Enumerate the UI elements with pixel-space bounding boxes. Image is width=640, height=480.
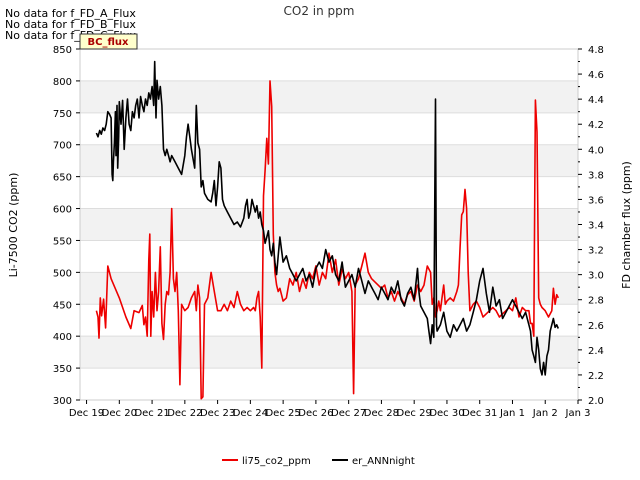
band [80, 80, 578, 113]
legend-label-li75: li75_co2_ppm [242, 456, 311, 467]
x-tick-label: Jan 3 [565, 408, 591, 419]
y-tick-label: 450 [53, 300, 72, 311]
x-tick-label: Dec 21 [134, 408, 169, 419]
y2-tick-label: 2.6 [588, 321, 604, 332]
left-axis: 300 350 400 450 500 550 600 650 700 750 800 850 [53, 45, 80, 407]
annotation-b: No data for f_FD_B_Flux [5, 18, 136, 31]
x-tick-label: Dec 19 [69, 408, 104, 419]
y-tick-label: 500 [53, 268, 72, 279]
x-tick-label: Dec 20 [102, 408, 137, 419]
x-tick-label: Dec 27 [331, 408, 366, 419]
band [80, 368, 578, 400]
x-tick-label: Dec 23 [200, 408, 235, 419]
y-axis-label: Li-7500 CO2 (ppm) [7, 173, 20, 278]
y-tick-label: 750 [53, 109, 72, 120]
y2-tick-label: 2.4 [588, 346, 604, 357]
x-tick-label: Dec 22 [167, 408, 202, 419]
y2-tick-label: 3.6 [588, 195, 604, 206]
legend: li75_co2_ppm er_ANNnight [222, 456, 415, 467]
y2-tick-label: 4.6 [588, 70, 604, 81]
y2-tick-label: 3.8 [588, 170, 604, 181]
y2-tick-label: 2.0 [588, 396, 604, 407]
series-layer [95, 60, 560, 400]
y2-tick-label: 3.4 [588, 221, 604, 232]
band [80, 144, 578, 177]
annotation-a: No data for f_FD_A_Flux [5, 7, 136, 20]
x-tick-label: Dec 26 [298, 408, 333, 419]
y-tick-label: 350 [53, 364, 72, 375]
y-tick-label: 850 [53, 45, 72, 56]
band [80, 208, 578, 241]
y-tick-label: 800 [53, 77, 72, 88]
x-tick-label: Dec 24 [233, 408, 268, 419]
series-line-er-annnight [95, 60, 560, 376]
y2-axis-label: FD chamber flux (ppm) [620, 161, 633, 289]
y-tick-label: 300 [53, 396, 72, 407]
y-tick-label: 650 [53, 173, 72, 184]
x-tick-label: Jan 1 [499, 408, 525, 419]
y-tick-label: 700 [53, 141, 72, 152]
y2-tick-label: 4.0 [588, 145, 604, 156]
background-bands [80, 49, 578, 400]
right-axis: 2.0 2.2 2.4 2.6 2.8 3.0 3.2 3.4 3.6 3.8 4.0 4.2 4.4 4… [578, 45, 604, 407]
x-tick-label: Dec 25 [265, 408, 300, 419]
band [80, 112, 578, 145]
series-line-li75-co2-ppm [95, 80, 560, 400]
y-tick-label: 600 [53, 205, 72, 216]
bc-flux-badge-text: BC_flux [88, 37, 129, 48]
y2-tick-label: 3.2 [588, 246, 604, 257]
y2-tick-label: 4.8 [588, 45, 604, 56]
x-tick-label: Dec 28 [364, 408, 399, 419]
bc-flux-badge-box [79, 33, 138, 50]
y2-tick-label: 4.2 [588, 120, 604, 131]
x-tick-label: Dec 30 [429, 408, 464, 419]
band [80, 176, 578, 209]
y2-tick-label: 2.8 [588, 296, 604, 307]
bc-flux-badge: BC_flux [79, 33, 138, 50]
y2-tick-label: 2.2 [588, 371, 604, 382]
chart-title: CO2 in ppm [284, 4, 355, 18]
x-tick-label: Dec 31 [462, 408, 497, 419]
y2-tick-label: 3.0 [588, 271, 604, 282]
y-tick-label: 400 [53, 332, 72, 343]
legend-label-er-annnight: er_ANNnight [352, 456, 415, 467]
band [80, 49, 578, 81]
y2-tick-label: 4.4 [588, 95, 604, 106]
y-tick-label: 550 [53, 236, 72, 247]
x-tick-label: Jan 2 [532, 408, 558, 419]
x-tick-label: Dec 29 [397, 408, 432, 419]
band [80, 336, 578, 369]
